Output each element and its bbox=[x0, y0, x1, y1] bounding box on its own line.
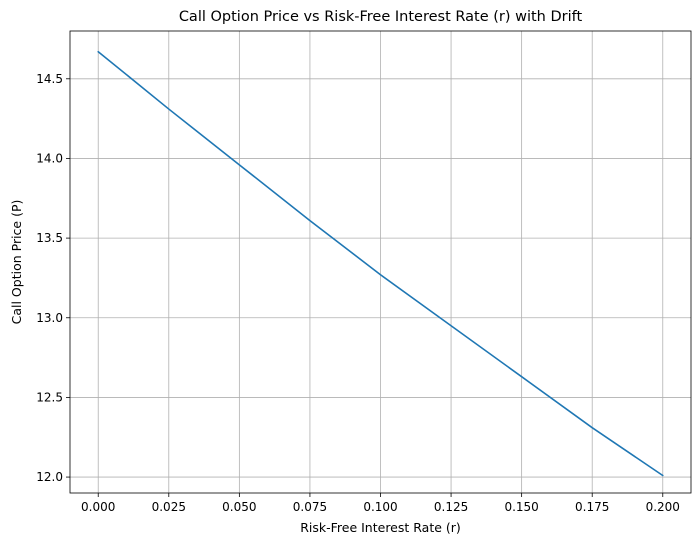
x-tick-label: 0.050 bbox=[222, 500, 256, 514]
x-axis-ticks: 0.000 0.025 0.050 0.075 0.100 0.125 0.150 0.175… bbox=[81, 493, 680, 514]
y-axis-ticks: 12.0 12.5 13.0 13.5 14.0 14.5 bbox=[36, 72, 70, 484]
x-tick-label: 0.100 bbox=[363, 500, 397, 514]
x-axis-label: Risk-Free Interest Rate (r) bbox=[300, 520, 461, 535]
x-tick-label: 0.150 bbox=[504, 500, 538, 514]
y-tick-label: 12.5 bbox=[36, 390, 63, 404]
y-tick-label: 13.5 bbox=[36, 231, 63, 245]
series-line bbox=[97, 50, 664, 477]
x-tick-label: 0.075 bbox=[293, 500, 327, 514]
x-tick-label: 0.125 bbox=[434, 500, 468, 514]
series-layer bbox=[97, 50, 664, 477]
chart-title: Call Option Price vs Risk-Free Interest … bbox=[179, 9, 583, 25]
x-tick-label: 0.000 bbox=[81, 500, 115, 514]
x-tick-label: 0.200 bbox=[646, 500, 680, 514]
y-tick-label: 14.0 bbox=[36, 151, 63, 165]
x-tick-label: 0.025 bbox=[152, 500, 186, 514]
y-tick-label: 12.0 bbox=[36, 470, 63, 484]
y-axis-label: Call Option Price (P) bbox=[9, 200, 24, 325]
grid-lines bbox=[70, 31, 691, 493]
x-tick-label: 0.175 bbox=[575, 500, 609, 514]
y-tick-label: 13.0 bbox=[36, 311, 63, 325]
y-tick-label: 14.5 bbox=[36, 72, 63, 86]
